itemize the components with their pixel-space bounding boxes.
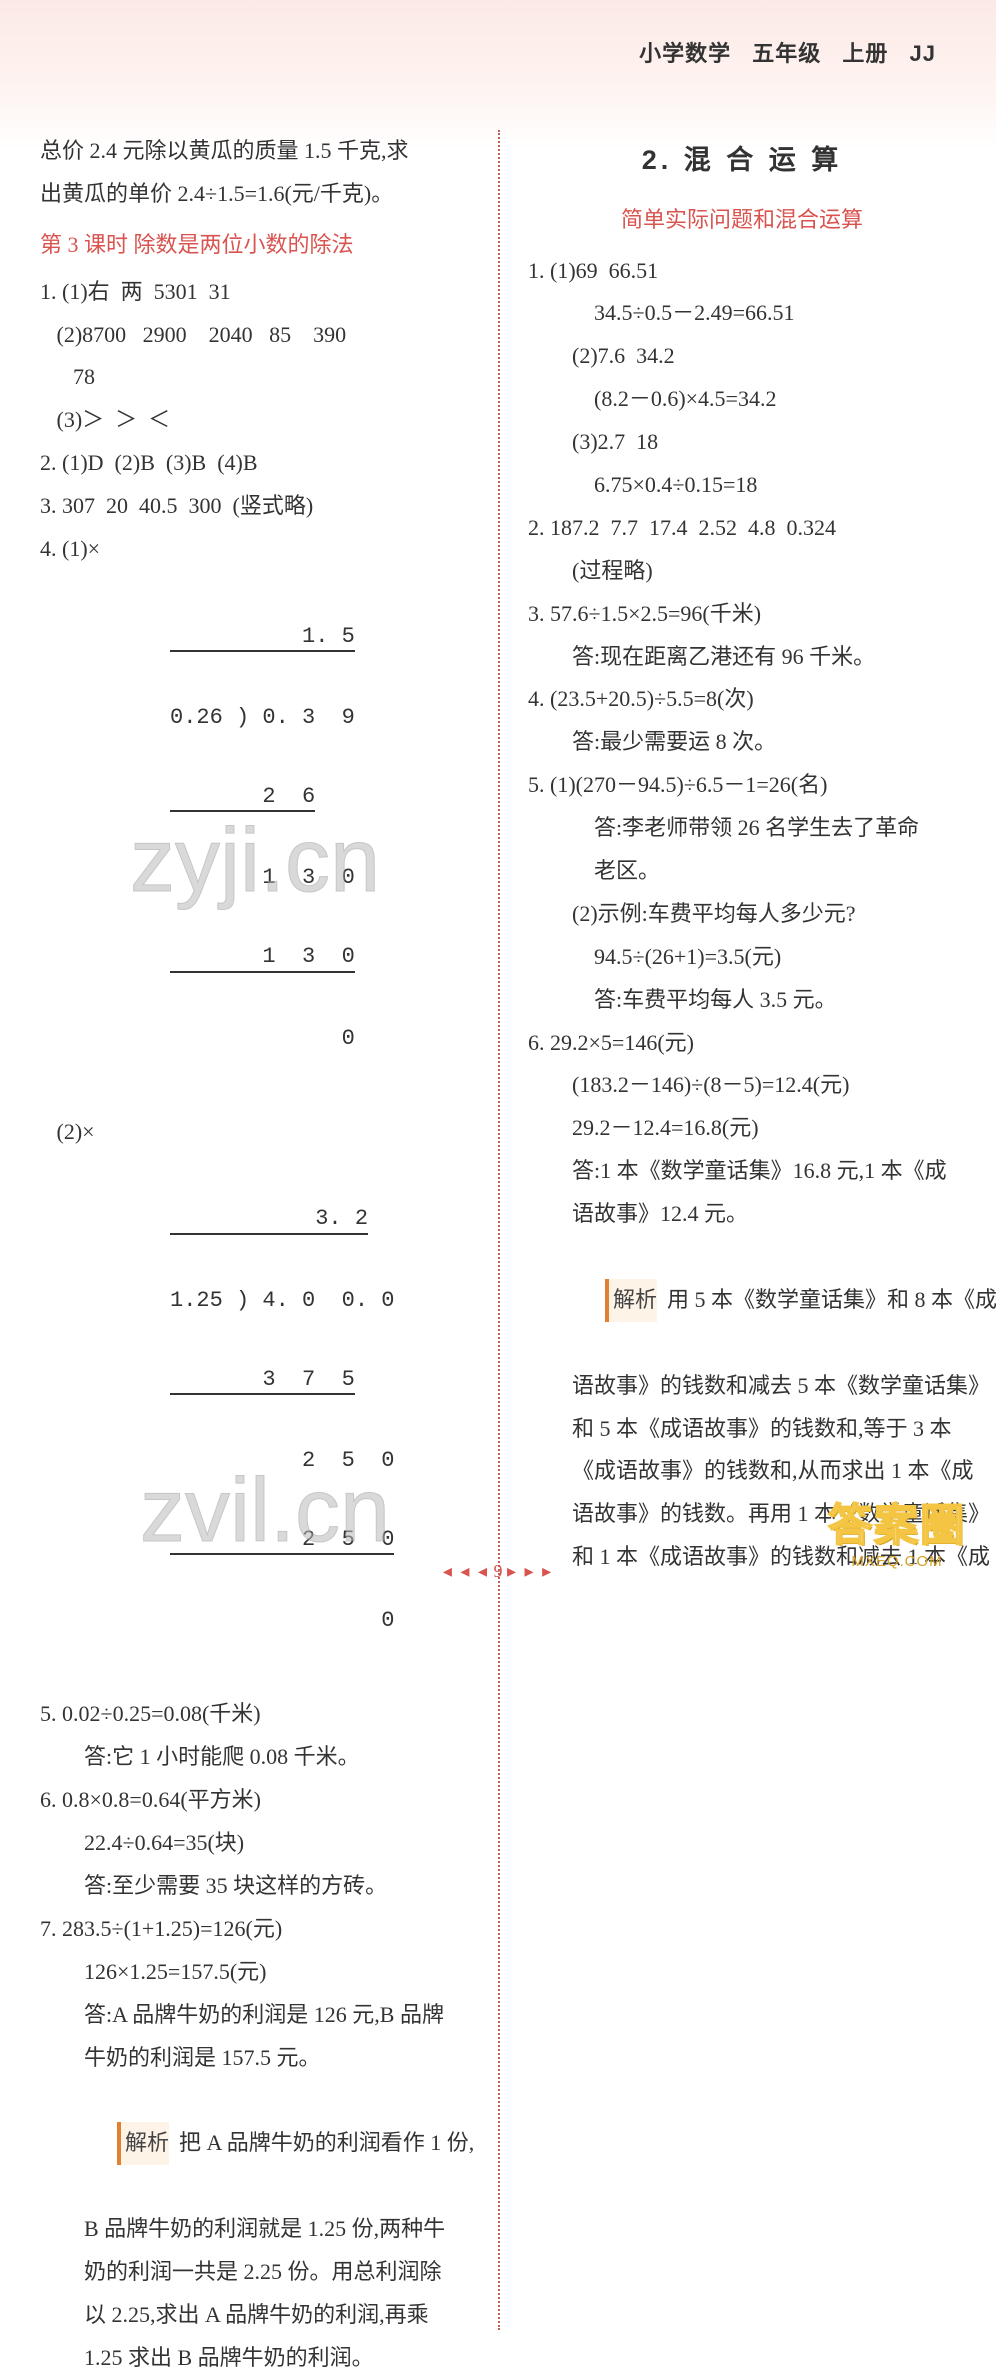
answer-line: 7. 283.5÷(1+1.25)=126(元)	[40, 1908, 468, 1951]
subject-label: 小学数学	[639, 41, 731, 66]
analysis-line: 以 2.25,求出 A 品牌牛奶的利润,再乘	[40, 2294, 468, 2337]
answer-line: 29.2－12.4=16.8(元)	[528, 1107, 956, 1150]
answer-line: (过程略)	[528, 550, 956, 593]
answer-line: 牛奶的利润是 157.5 元。	[40, 2037, 468, 2080]
intro-line: 总价 2.4 元除以黄瓜的质量 1.5 千克,求	[40, 130, 468, 173]
answer-line: 老区。	[528, 850, 956, 893]
answer-line: 2. 187.2 7.7 17.4 2.52 4.8 0.324	[528, 507, 956, 550]
answer-line: 1. (1)右 两 5301 31	[40, 271, 468, 314]
analysis-line: 和 5 本《成语故事》的钱数和,等于 3 本	[528, 1408, 956, 1451]
column-divider	[498, 130, 500, 2330]
answer-line: (3)＞ ＞ ＜	[40, 399, 468, 442]
answer-line: 6. 0.8×0.8=0.64(平方米)	[40, 1779, 468, 1822]
answer-line: 6. 29.2×5=146(元)	[528, 1022, 956, 1065]
section-title: 2. 混 合 运 算	[528, 134, 956, 187]
analysis-badge: 解析	[605, 1279, 657, 1322]
analysis-line: 解析把 A 品牌牛奶的利润看作 1 份,	[40, 2079, 468, 2208]
subsection-title: 简单实际问题和混合运算	[528, 199, 956, 242]
logo-text: 答案圈	[828, 1489, 966, 1553]
analysis-line: 《成语故事》的钱数和,从而求出 1 本《成	[528, 1450, 956, 1493]
answer-line: 126×1.25=157.5(元)	[40, 1951, 468, 1994]
content-area: 总价 2.4 元除以黄瓜的质量 1.5 千克,求 出黄瓜的单价 2.4÷1.5=…	[0, 0, 996, 2380]
answer-line: 4. (1)×	[40, 528, 468, 571]
answer-line: 答:1 本《数学童话集》16.8 元,1 本《成	[528, 1150, 956, 1193]
answer-line: 22.4÷0.64=35(块)	[40, 1822, 468, 1865]
analysis-line: 奶的利润一共是 2.25 份。用总利润除	[40, 2251, 468, 2294]
answer-line: 答:李老师带领 26 名学生去了革命	[528, 807, 956, 850]
answer-line: 语故事》12.4 元。	[528, 1193, 956, 1236]
answer-line: 2. (1)D (2)B (3)B (4)B	[40, 442, 468, 485]
series-label: JJ	[910, 41, 936, 66]
answer-line: 1. (1)69 66.51	[528, 250, 956, 293]
analysis-line: 语故事》的钱数和减去 5 本《数学童话集》	[528, 1365, 956, 1408]
analysis-line: 解析用 5 本《数学童话集》和 8 本《成	[528, 1236, 956, 1365]
answer-line: (2)7.6 34.2	[528, 335, 956, 378]
volume-label: 上册	[842, 41, 888, 66]
answer-line: (3)2.7 18	[528, 421, 956, 464]
answer-line: 34.5÷0.5－2.49=66.51	[528, 292, 956, 335]
answer-line: 3. 307 20 40.5 300 (竖式略)	[40, 485, 468, 528]
answer-line: (183.2－146)÷(8－5)=12.4(元)	[528, 1064, 956, 1107]
answer-line: 答:它 1 小时能爬 0.08 千米。	[40, 1736, 468, 1779]
left-column: 总价 2.4 元除以黄瓜的质量 1.5 千克,求 出黄瓜的单价 2.4÷1.5=…	[0, 130, 498, 2380]
answer-line: (8.2－0.6)×4.5=34.2	[528, 378, 956, 421]
long-division-1: 1. 5 0.26 ) 0. 3 9 2 6 1 3 0 1 3 0 0	[170, 571, 468, 1105]
answer-line: 答:现在距离乙港还有 96 千米。	[528, 636, 956, 679]
dots-right-icon: ▸ ▸ ▸	[507, 1561, 553, 1581]
dots-left-icon: ◂ ◂ ◂	[443, 1561, 489, 1581]
intro-line: 出黄瓜的单价 2.4÷1.5=1.6(元/千克)。	[40, 173, 468, 216]
corner-logo: 答案圈 MXEQ.COM	[828, 1489, 966, 1570]
right-column: 2. 混 合 运 算 简单实际问题和混合运算 1. (1)69 66.51 34…	[498, 130, 996, 2380]
analysis-badge: 解析	[117, 2122, 169, 2165]
answer-line: 答:车费平均每人 3.5 元。	[528, 979, 956, 1022]
answer-line: 4. (23.5+20.5)÷5.5=8(次)	[528, 678, 956, 721]
analysis-line: B 品牌牛奶的利润就是 1.25 份,两种牛	[40, 2208, 468, 2251]
answer-line: 78	[40, 356, 468, 399]
analysis-line: 1.25 求出 B 品牌牛奶的利润。	[40, 2337, 468, 2380]
grade-label: 五年级	[752, 41, 821, 66]
answer-line: 答:A 品牌牛奶的利润是 126 元,B 品牌	[40, 1994, 468, 2037]
long-division-2: 3. 2 1.25 ) 4. 0 0. 0 3 7 5 2 5 0 2 5 0 …	[170, 1154, 468, 1688]
answer-line: (2)×	[40, 1111, 468, 1154]
answer-line: (2)8700 2900 2040 85 390	[40, 314, 468, 357]
page-header: 小学数学 五年级 上册 JJ	[625, 36, 936, 68]
answer-line: (2)示例:车费平均每人多少元?	[528, 893, 956, 936]
answer-line: 答:至少需要 35 块这样的方砖。	[40, 1865, 468, 1908]
lesson-title: 第 3 课时 除数是两位小数的除法	[40, 224, 468, 267]
answer-line: 6.75×0.4÷0.15=18	[528, 464, 956, 507]
answer-line: 3. 57.6÷1.5×2.5=96(千米)	[528, 593, 956, 636]
page-number: 9	[494, 1561, 503, 1581]
answer-line: 94.5÷(26+1)=3.5(元)	[528, 936, 956, 979]
answer-line: 答:最少需要运 8 次。	[528, 721, 956, 764]
logo-url: MXEQ.COM	[828, 1553, 966, 1570]
answer-line: 5. 0.02÷0.25=0.08(千米)	[40, 1693, 468, 1736]
answer-line: 5. (1)(270－94.5)÷6.5－1=26(名)	[528, 764, 956, 807]
